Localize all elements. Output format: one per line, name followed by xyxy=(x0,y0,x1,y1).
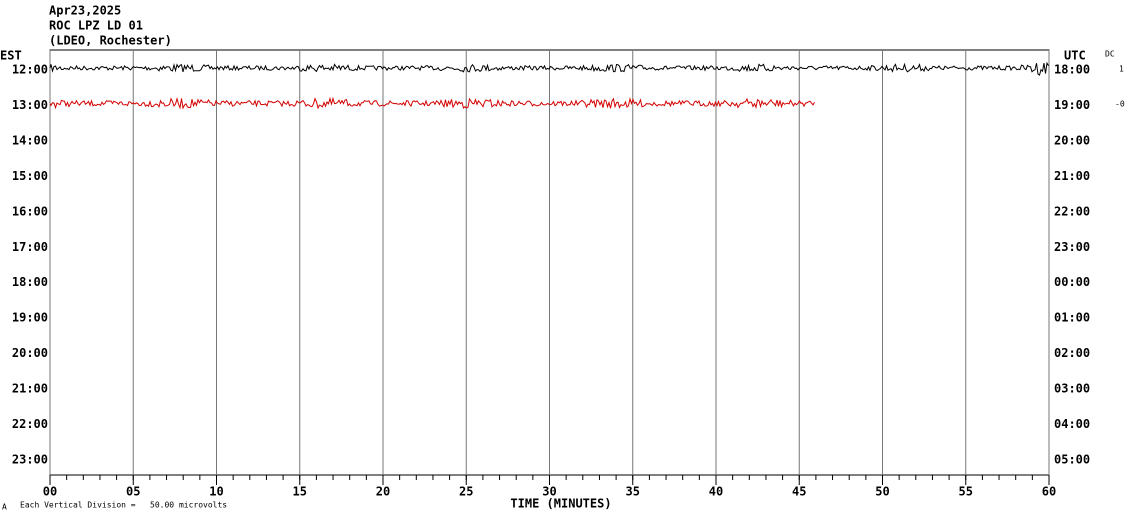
est-label: 18:00 xyxy=(12,275,48,289)
x-tick-label: 00 xyxy=(43,485,57,499)
est-label: 15:00 xyxy=(12,169,48,183)
title-line: Apr23,2025 xyxy=(49,4,121,18)
utc-label: 05:00 xyxy=(1054,452,1090,466)
x-tick-label: 20 xyxy=(376,485,390,499)
x-tick-label: 35 xyxy=(626,485,640,499)
footnote-mark: A xyxy=(2,503,7,512)
est-label: 12:00 xyxy=(12,63,48,77)
utc-label: 01:00 xyxy=(1054,311,1090,325)
x-tick-label: 15 xyxy=(293,485,307,499)
title-line: ROC LPZ LD 01 xyxy=(49,19,143,33)
x-tick-label: 60 xyxy=(1042,485,1056,499)
x-tick-label: 40 xyxy=(709,485,723,499)
utc-label: 19:00 xyxy=(1054,98,1090,112)
footnote: Each Vertical Division = 50.00 microvolt… xyxy=(20,501,227,510)
est-label: 14:00 xyxy=(12,133,48,147)
x-tick-label: 05 xyxy=(126,485,140,499)
utc-label: 18:00 xyxy=(1054,63,1090,77)
x-tick-label: 30 xyxy=(542,485,556,499)
x-tick-label: 55 xyxy=(959,485,973,499)
utc-label: 03:00 xyxy=(1054,382,1090,396)
est-label: 13:00 xyxy=(12,98,48,112)
est-label: 22:00 xyxy=(12,417,48,431)
est-label: 20:00 xyxy=(12,346,48,360)
trace xyxy=(49,61,1049,76)
x-tick-label: 10 xyxy=(209,485,223,499)
trace xyxy=(49,96,815,110)
est-label: 21:00 xyxy=(12,382,48,396)
utc-label: 22:00 xyxy=(1054,204,1090,218)
utc-label: 23:00 xyxy=(1054,240,1090,254)
est-label: 23:00 xyxy=(12,452,48,466)
utc-label: 20:00 xyxy=(1054,133,1090,147)
est-label: 16:00 xyxy=(12,204,48,218)
utc-label: 21:00 xyxy=(1054,169,1090,183)
scale-value: -0 xyxy=(1115,100,1125,109)
scale-value: 1 xyxy=(1119,65,1124,74)
right-axis-label: UTC xyxy=(1064,49,1086,63)
x-axis-label: TIME (MINUTES) xyxy=(510,497,611,511)
left-axis-label: EST xyxy=(0,49,22,63)
est-label: 17:00 xyxy=(12,240,48,254)
x-tick-label: 45 xyxy=(792,485,806,499)
utc-label: 04:00 xyxy=(1054,417,1090,431)
x-tick-label: 25 xyxy=(459,485,473,499)
est-label: 19:00 xyxy=(12,311,48,325)
scale-label: DC xyxy=(1105,50,1115,59)
utc-label: 00:00 xyxy=(1054,275,1090,289)
x-tick-label: 50 xyxy=(875,485,889,499)
utc-label: 02:00 xyxy=(1054,346,1090,360)
title-line: (LDEO, Rochester) xyxy=(49,34,172,48)
